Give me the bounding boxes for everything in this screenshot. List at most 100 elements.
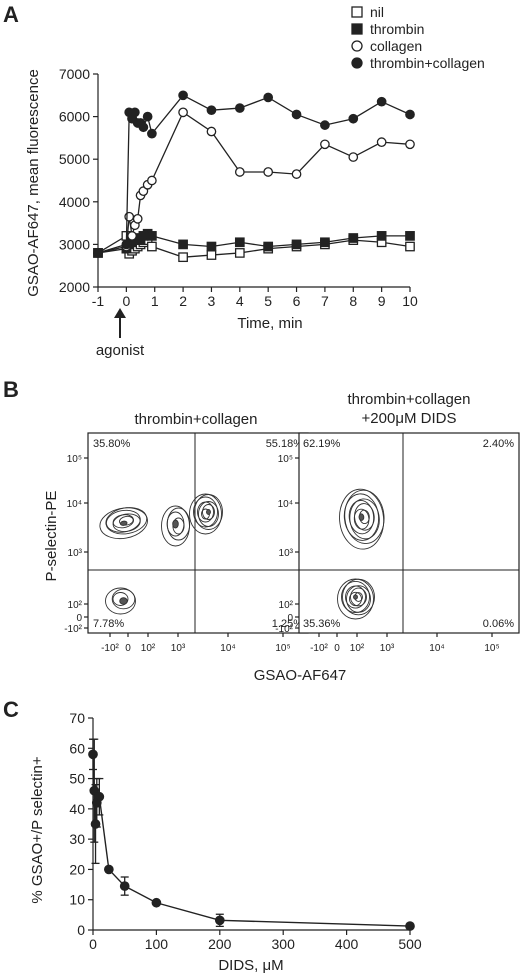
flow-plot-right-contours: [337, 488, 385, 620]
legend-marker-1: [351, 23, 363, 35]
dose-curve-line: [92, 754, 411, 927]
flow-left-x-tick-label: 10⁴: [220, 643, 235, 654]
flow-right-y-tick-label: 10²: [279, 600, 294, 611]
panel-a-y-axis-label: GSAO-AF647, mean fluorescence: [25, 69, 42, 297]
dose-point: [104, 864, 114, 875]
agonist-arrow-head: [114, 308, 126, 318]
quadrant-left-ul: 35.80%: [93, 438, 131, 450]
contour-left-high-gsao-level-0: [189, 493, 222, 535]
quadrant-right-ul: 62.19%: [303, 438, 341, 450]
series-0-point: [178, 252, 188, 263]
series-3-point: [121, 239, 132, 250]
panel-a-x-tick-label: 6: [293, 293, 301, 309]
legend-marker-0: [351, 6, 363, 18]
panel-b-right-title-line1: thrombin+collagen: [348, 391, 471, 408]
panel-c-x-tick-label: 200: [208, 936, 232, 952]
contour-left-low-gsao-level-1: [105, 507, 148, 535]
flow-plot-left-contours: [99, 493, 223, 615]
panel-a-x-tick-label: 5: [264, 293, 272, 309]
panel-c-y-tick-label: 30: [69, 831, 85, 847]
flow-right-y-tick-label: 10⁴: [278, 499, 293, 510]
contour-right-upper-level-2: [343, 493, 380, 541]
panel-c: C 0 10 20 30 40 50 60 70 0 100 200 300 400 500 % GSAO…: [3, 697, 422, 974]
panel-a-x-axis-label: Time, min: [237, 315, 302, 332]
series-3-point: [348, 113, 359, 124]
series-2-point: [376, 137, 387, 148]
panel-a-x-tick-label: 2: [179, 293, 187, 309]
series-3-point: [93, 248, 103, 258]
series-3-point: [142, 111, 153, 122]
contour-left-negative-level-1: [111, 588, 136, 610]
series-3-point: [234, 103, 245, 113]
panel-a: A 2000 3000 4000 5000 6000 7000 -1 0 1 2 3 4 5 6 7 8 9 10…: [3, 2, 485, 359]
contour-left-high-gsao-level-7: [206, 509, 211, 515]
series-3-point: [178, 90, 188, 101]
dose-point: [214, 915, 225, 926]
panel-a-x-tick-label: 7: [321, 293, 329, 309]
panel-c-x-tick-label: 300: [272, 936, 296, 952]
contour-left-negative-level-2: [112, 592, 129, 606]
panel-b-left-title: thrombin+collagen: [135, 411, 258, 428]
series-0-point: [147, 241, 157, 252]
contour-right-lower-level-8: [353, 594, 358, 600]
panel-a-x-tick-label: -1: [92, 293, 105, 309]
flow-left-y-tick-label: 10²: [68, 600, 83, 611]
flow-right-x-tick-label: 10⁵: [484, 643, 499, 654]
contour-right-lower-level-2: [341, 580, 370, 614]
series-2-point: [206, 126, 217, 137]
contour-left-high-gsao-level-4: [197, 501, 214, 523]
agonist-label: agonist: [96, 342, 145, 359]
flow-right-y-tick-label: 10³: [279, 548, 294, 559]
panel-c-y-tick-label: 0: [77, 922, 85, 938]
series-2-point: [320, 139, 330, 150]
series-1-point: [291, 239, 302, 250]
flow-right-y-tick-label: 10⁵: [278, 454, 293, 465]
flow-right-x-tick-label: 10³: [380, 643, 395, 654]
contour-left-high-gsao-level-3: [198, 501, 219, 527]
flow-left-x-tick-label: -10²: [101, 643, 119, 654]
series-3-point: [320, 120, 330, 130]
contour-right-lower-level-5: [350, 587, 367, 607]
panel-c-axes: 0 10 20 30 40 50 60 70 0 100 200 300 400 500: [69, 710, 421, 952]
series-2-point: [291, 169, 302, 179]
panel-c-y-tick-label: 20: [69, 861, 85, 877]
series-2-point: [132, 213, 143, 224]
legend-marker-3: [351, 57, 363, 69]
panel-c-x-tick-label: 500: [398, 936, 422, 952]
panel-a-x-tick-label: 1: [151, 293, 159, 309]
panel-a-y-tick-label: 5000: [59, 151, 90, 167]
panel-b-right-title-line2: +200μM DIDS: [362, 410, 457, 427]
series-2-point: [405, 139, 415, 150]
contour-left-bridge-level-4: [172, 519, 179, 529]
panel-b-x-axis-label: GSAO-AF647: [254, 667, 347, 684]
flow-left-x-tick-label: 10⁵: [275, 643, 290, 654]
series-3-point: [147, 128, 157, 139]
flow-left-x-tick-label: 10²: [141, 643, 156, 654]
contour-left-low-gsao-level-6: [119, 520, 128, 526]
panel-c-y-tick-label: 70: [69, 710, 85, 726]
flow-left-y-tick-label: 10⁵: [67, 454, 82, 465]
series-3-point: [405, 109, 415, 120]
panel-a-x-tick-label: 4: [236, 293, 244, 309]
series-2-point: [178, 107, 188, 118]
series-1-point: [320, 237, 330, 248]
contour-left-negative-level-3: [119, 597, 128, 605]
legend-label-2: collagen: [370, 38, 422, 54]
series-2-point: [147, 175, 157, 186]
panel-a-x-tick-label: 9: [378, 293, 386, 309]
series-1-point: [376, 231, 387, 241]
panel-a-y-tick-label: 4000: [59, 194, 90, 210]
contour-left-high-gsao-level-2: [193, 496, 218, 528]
panel-c-x-tick-label: 400: [335, 936, 359, 952]
panel-c-y-tick-label: 50: [69, 771, 85, 787]
quadrant-left-ll: 7.78%: [93, 618, 124, 630]
contour-right-lower-level-0: [337, 578, 374, 620]
panel-a-x-tick-label: 3: [208, 293, 216, 309]
dose-point: [94, 791, 105, 802]
panel-a-y-tick-label: 6000: [59, 109, 90, 125]
quadrant-right-lr: 0.06%: [483, 618, 514, 630]
flow-right-x-tick-label: 0: [334, 643, 340, 654]
contour-left-high-gsao-level-5: [202, 504, 215, 520]
